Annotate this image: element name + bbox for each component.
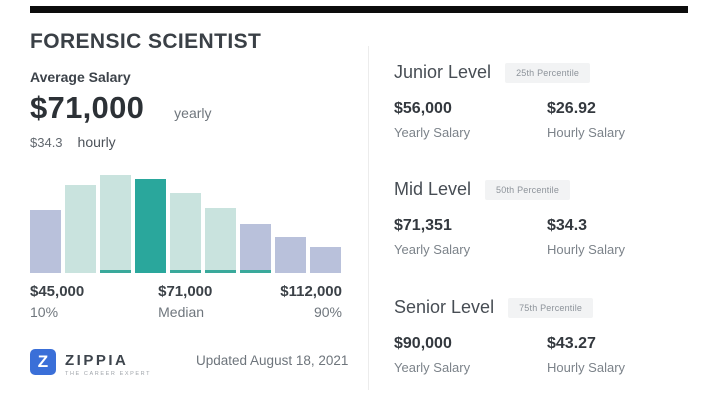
x-annotation-10th: $45,000 10% xyxy=(30,283,84,320)
chart-bar xyxy=(275,237,306,273)
x-annotation-90th: $112,000 90% xyxy=(280,283,342,320)
level-name: Senior Level xyxy=(394,297,495,317)
hourly-caption: Hourly Salary xyxy=(547,242,626,257)
brand-block: ZIPPIA THE CAREER EXPERT xyxy=(65,349,151,377)
salary-distribution-chart xyxy=(30,175,342,273)
average-salary-yearly: $71,000 yearly xyxy=(30,90,212,126)
average-salary-hourly: $34.3 hourly xyxy=(30,134,116,150)
hourly-column: $26.92 Hourly Salary xyxy=(547,100,700,140)
chart-bar xyxy=(65,185,96,273)
chart-x-axis-labels: $45,000 10% $71,000 Median $112,000 90% xyxy=(30,283,342,320)
chart-bar xyxy=(205,208,236,273)
zippia-logo: Z ZIPPIA THE CAREER EXPERT xyxy=(30,349,151,377)
chart-bar xyxy=(170,193,201,273)
percentile-badge: 25th Percentile xyxy=(505,62,591,83)
yearly-value: $56,000 xyxy=(394,100,452,117)
zippia-logo-icon: Z xyxy=(30,349,56,375)
average-salary-label: Average Salary xyxy=(30,69,131,85)
chart-bar xyxy=(310,247,341,273)
hourly-caption: Hourly Salary xyxy=(547,125,626,140)
level-values: $71,351 Yearly Salary $34.3 Hourly Salar… xyxy=(394,217,700,257)
chart-bar xyxy=(30,210,61,273)
yearly-caption: Yearly Salary xyxy=(394,125,471,140)
percentile-badge: 50th Percentile xyxy=(485,179,571,200)
brand-name: ZIPPIA xyxy=(65,352,129,369)
level-header: Senior Level 75th Percentile xyxy=(394,297,700,318)
brand-tagline: THE CAREER EXPERT xyxy=(65,371,152,377)
chart-bar xyxy=(100,175,131,273)
hourly-unit-label: hourly xyxy=(77,134,116,150)
x-annotation-sub: 10% xyxy=(30,304,59,320)
yearly-column: $71,351 Yearly Salary xyxy=(394,217,547,257)
hourly-salary-value: $34.3 xyxy=(30,135,63,150)
level-values: $90,000 Yearly Salary $43.27 Hourly Sala… xyxy=(394,335,700,375)
yearly-value: $90,000 xyxy=(394,335,452,352)
hourly-value: $34.3 xyxy=(547,217,588,234)
x-annotation-sub: 90% xyxy=(313,304,342,320)
yearly-salary-value: $71,000 xyxy=(30,90,145,125)
level-section-junior: Junior Level 25th Percentile $56,000 Yea… xyxy=(394,62,700,140)
hourly-column: $43.27 Hourly Salary xyxy=(547,335,700,375)
hourly-column: $34.3 Hourly Salary xyxy=(547,217,700,257)
vertical-divider xyxy=(368,46,369,390)
chart-bar xyxy=(240,224,271,273)
x-annotation-value: $112,000 xyxy=(280,283,342,300)
yearly-unit-label: yearly xyxy=(174,105,212,121)
hourly-value: $26.92 xyxy=(547,100,596,117)
level-name: Mid Level xyxy=(394,179,472,199)
chart-bar xyxy=(135,179,166,273)
page-title: FORENSIC SCIENTIST xyxy=(30,30,262,53)
hourly-value: $43.27 xyxy=(547,335,596,352)
x-annotation-sub: Median xyxy=(158,304,205,320)
x-annotation-median: $71,000 Median xyxy=(158,283,212,320)
yearly-column: $90,000 Yearly Salary xyxy=(394,335,547,375)
top-bar xyxy=(30,6,688,13)
level-values: $56,000 Yearly Salary $26.92 Hourly Sala… xyxy=(394,100,700,140)
yearly-caption: Yearly Salary xyxy=(394,242,471,257)
level-section-senior: Senior Level 75th Percentile $90,000 Yea… xyxy=(394,297,700,375)
hourly-caption: Hourly Salary xyxy=(547,360,626,375)
yearly-value: $71,351 xyxy=(394,217,452,234)
level-section-mid: Mid Level 50th Percentile $71,351 Yearly… xyxy=(394,179,700,257)
level-header: Junior Level 25th Percentile xyxy=(394,62,700,83)
level-name: Junior Level xyxy=(394,62,492,82)
updated-date: Updated August 18, 2021 xyxy=(196,353,349,368)
yearly-caption: Yearly Salary xyxy=(394,360,471,375)
yearly-column: $56,000 Yearly Salary xyxy=(394,100,547,140)
percentile-badge: 75th Percentile xyxy=(508,297,594,318)
level-header: Mid Level 50th Percentile xyxy=(394,179,700,200)
x-annotation-value: $71,000 xyxy=(158,283,213,300)
x-annotation-value: $45,000 xyxy=(30,283,85,300)
